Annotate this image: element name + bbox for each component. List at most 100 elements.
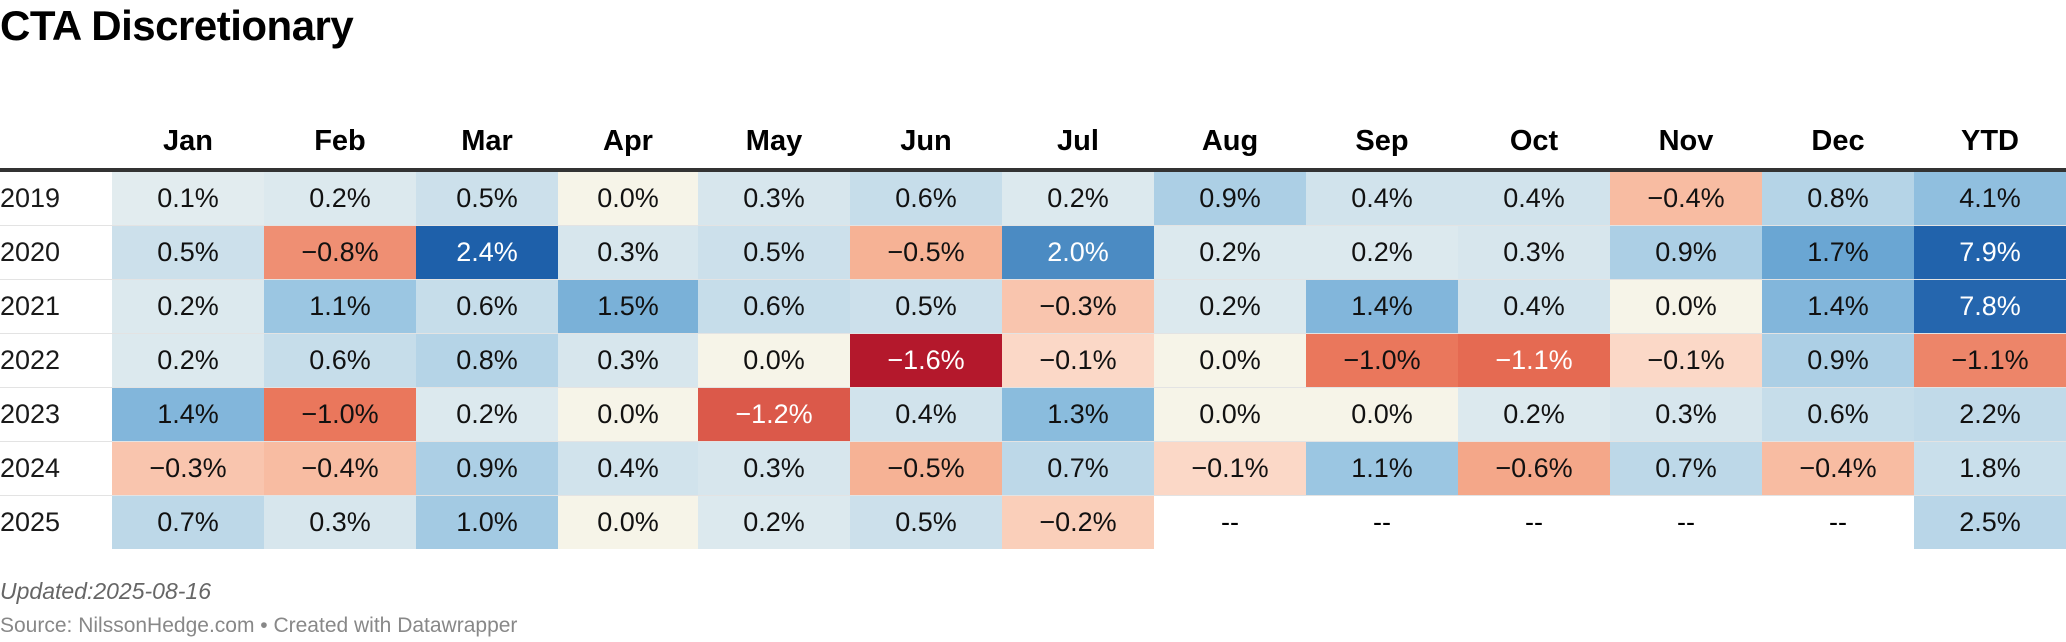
cell-2024-oct: −0.6% [1458,441,1610,496]
cell-2022-dec: 0.9% [1762,333,1914,388]
row-year-label: 2023 [0,387,112,442]
header-row: Jan Feb Mar Apr May Jun Jul Aug Sep Oct Nov Dec YTD [0,100,2066,172]
cell-2022-feb: 0.6% [264,333,416,388]
cell-2025-aug: -- [1154,495,1306,549]
cell-2022-apr: 0.3% [558,333,698,388]
column-header-aug: Aug [1154,100,1306,172]
cell-2019-jan: 0.1% [112,170,264,226]
cell-2023-apr: 0.0% [558,387,698,442]
cell-2019-may: 0.3% [698,170,850,226]
cell-2019-apr: 0.0% [558,170,698,226]
cell-2020-jun: −0.5% [850,225,1002,280]
cell-2021-mar: 0.6% [416,279,558,334]
row-year-label: 2019 [0,170,112,226]
cell-2020-may: 0.5% [698,225,850,280]
cell-2023-aug: 0.0% [1154,387,1306,442]
cell-2020-jan: 0.5% [112,225,264,280]
cell-2020-aug: 0.2% [1154,225,1306,280]
cell-2021-jan: 0.2% [112,279,264,334]
cell-2021-aug: 0.2% [1154,279,1306,334]
cell-2020-sep: 0.2% [1306,225,1458,280]
cell-2023-nov: 0.3% [1610,387,1762,442]
cell-2024-aug: −0.1% [1154,441,1306,496]
cell-2021-apr: 1.5% [558,279,698,334]
column-header-nov: Nov [1610,100,1762,172]
cell-2025-oct: -- [1458,495,1610,549]
cell-2024-apr: 0.4% [558,441,698,496]
cell-2024-nov: 0.7% [1610,441,1762,496]
cell-2023-oct: 0.2% [1458,387,1610,442]
cell-2021-oct: 0.4% [1458,279,1610,334]
cell-2019-mar: 0.5% [416,170,558,226]
cell-2021-feb: 1.1% [264,279,416,334]
cell-2025-apr: 0.0% [558,495,698,549]
row-year-label: 2022 [0,333,112,388]
cell-2020-oct: 0.3% [1458,225,1610,280]
row-year-label: 2020 [0,225,112,280]
cell-2025-jul: −0.2% [1002,495,1154,549]
cell-2019-sep: 0.4% [1306,170,1458,226]
source-note: Source: NilssonHedge.com • Created with … [0,614,518,637]
cell-2025-may: 0.2% [698,495,850,549]
cell-2023-dec: 0.6% [1762,387,1914,442]
cell-2023-jun: 0.4% [850,387,1002,442]
cell-2019-ytd: 4.1% [1914,170,2066,226]
cell-2019-jul: 0.2% [1002,170,1154,226]
cell-2023-ytd: 2.2% [1914,387,2066,442]
cell-2019-dec: 0.8% [1762,170,1914,226]
table-row: 2022 0.2% 0.6% 0.8% 0.3% 0.0% −1.6% −0.1% 0.0% −1… [0,333,2066,388]
cell-2022-mar: 0.8% [416,333,558,388]
cell-2021-nov: 0.0% [1610,279,1762,334]
cell-2022-ytd: −1.1% [1914,333,2066,388]
cell-2024-may: 0.3% [698,441,850,496]
column-header-oct: Oct [1458,100,1610,172]
cell-2022-jul: −0.1% [1002,333,1154,388]
row-year-label: 2025 [0,507,61,537]
cell-2021-jul: −0.3% [1002,279,1154,334]
column-header-dec: Dec [1762,100,1914,172]
column-header-jul: Jul [1002,100,1154,172]
cell-2020-apr: 0.3% [558,225,698,280]
column-header-feb: Feb [264,100,416,172]
cell-2024-feb: −0.4% [264,441,416,496]
cell-2019-nov: −0.4% [1610,170,1762,226]
column-header-jun: Jun [850,100,1002,172]
page-title: CTA Discretionary [0,2,354,49]
cell-2019-feb: 0.2% [264,170,416,226]
cell-2023-jan: 1.4% [112,387,264,442]
cell-2024-jan: −0.3% [112,441,264,496]
cell-2020-mar: 2.4% [416,225,558,280]
cell-2021-jun: 0.5% [850,279,1002,334]
column-header-apr: Apr [558,100,698,172]
table-row: 2024 −0.3% −0.4% 0.9% 0.4% 0.3% −0.5% 0.7% −0.1%… [0,441,2066,496]
cell-2020-ytd: 7.9% [1914,225,2066,280]
column-header-jan: Jan [112,100,264,172]
cell-2025-jun: 0.5% [850,495,1002,549]
cell-2025-sep: -- [1306,495,1458,549]
cell-2025-feb: 0.3% [264,495,416,549]
row-year-label: 2021 [0,279,112,334]
cell-2020-jul: 2.0% [1002,225,1154,280]
cell-2022-sep: −1.0% [1306,333,1458,388]
column-header-sep: Sep [1306,100,1458,172]
cell-2023-jul: 1.3% [1002,387,1154,442]
cell-2022-oct: −1.1% [1458,333,1610,388]
cell-2019-oct: 0.4% [1458,170,1610,226]
cell-2025-jan: 0.7% [112,495,264,549]
column-header-may: May [698,100,850,172]
cell-2023-mar: 0.2% [416,387,558,442]
cell-2022-jan: 0.2% [112,333,264,388]
cell-2024-ytd: 1.8% [1914,441,2066,496]
cell-2022-jun: −1.6% [850,333,1002,388]
cell-2020-dec: 1.7% [1762,225,1914,280]
table-body: 2019 0.1% 0.2% 0.5% 0.0% 0.3% 0.6% 0.2% 0.9% 0.4%… [0,170,2066,549]
cell-2020-nov: 0.9% [1610,225,1762,280]
cell-2024-jun: −0.5% [850,441,1002,496]
cell-2025-dec: -- [1762,495,1914,549]
cell-2024-sep: 1.1% [1306,441,1458,496]
cell-2021-ytd: 7.8% [1914,279,2066,334]
cell-2020-feb: −0.8% [264,225,416,280]
cell-2024-mar: 0.9% [416,441,558,496]
cell-2024-dec: −0.4% [1762,441,1914,496]
row-year-label: 2024 [0,441,112,496]
